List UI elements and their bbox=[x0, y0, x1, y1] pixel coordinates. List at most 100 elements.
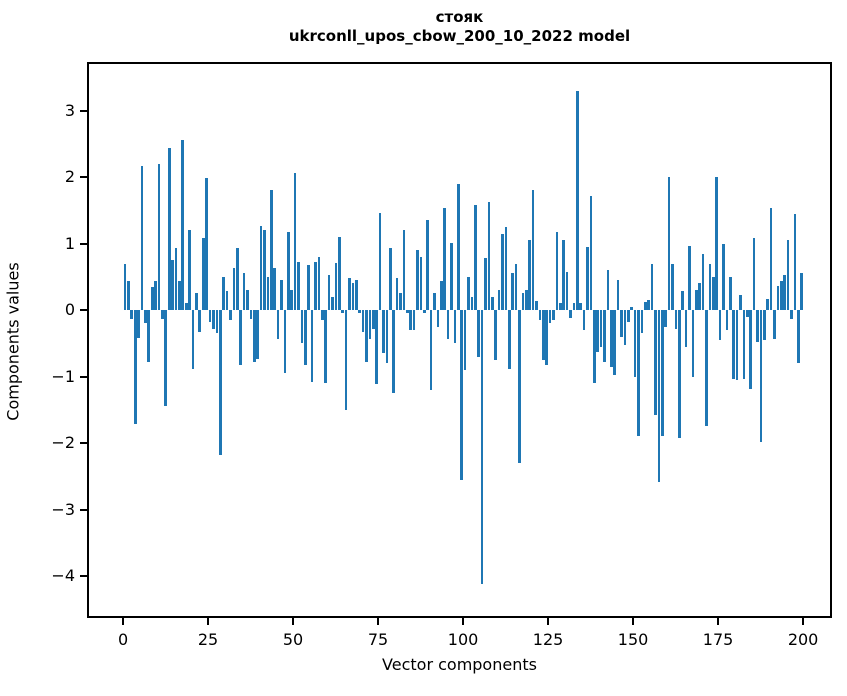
bar bbox=[181, 139, 185, 311]
bar bbox=[752, 238, 756, 311]
y-tick-label: −3 bbox=[51, 499, 75, 519]
bar bbox=[718, 310, 722, 340]
bar bbox=[310, 310, 314, 382]
bar bbox=[208, 310, 212, 323]
bar bbox=[613, 310, 617, 375]
bar bbox=[344, 310, 348, 410]
bar bbox=[419, 256, 423, 311]
bar bbox=[283, 310, 287, 374]
bar bbox=[494, 310, 497, 360]
bar bbox=[667, 177, 671, 311]
bar bbox=[616, 280, 620, 311]
bar bbox=[620, 310, 623, 337]
bar bbox=[633, 310, 637, 377]
bar bbox=[460, 310, 463, 480]
bar bbox=[392, 310, 395, 394]
bar bbox=[759, 310, 763, 442]
bar bbox=[416, 250, 419, 311]
bar bbox=[521, 293, 525, 311]
x-tick-mark bbox=[122, 618, 125, 625]
bar bbox=[711, 276, 715, 311]
bar bbox=[630, 306, 634, 311]
bar bbox=[671, 263, 674, 311]
bar bbox=[786, 240, 790, 311]
bar bbox=[239, 310, 242, 366]
bar bbox=[701, 253, 705, 311]
bar bbox=[130, 310, 134, 319]
bar bbox=[351, 283, 355, 311]
bar bbox=[133, 310, 137, 425]
bar bbox=[212, 310, 215, 329]
bar bbox=[388, 248, 392, 311]
bar bbox=[150, 286, 154, 311]
bar bbox=[327, 274, 331, 311]
bar bbox=[354, 280, 358, 311]
bar bbox=[422, 310, 426, 314]
y-tick-mark bbox=[80, 375, 87, 378]
bar bbox=[337, 236, 341, 311]
bar bbox=[528, 240, 531, 311]
bar bbox=[715, 177, 719, 311]
bar bbox=[728, 276, 732, 311]
bar bbox=[453, 310, 457, 344]
bar bbox=[657, 310, 661, 482]
bar bbox=[164, 310, 168, 407]
bar bbox=[320, 310, 324, 321]
bar bbox=[334, 262, 338, 311]
bar bbox=[541, 310, 545, 360]
bar bbox=[368, 310, 372, 339]
y-tick-label: −4 bbox=[51, 566, 75, 586]
bar bbox=[290, 290, 293, 311]
bar bbox=[443, 208, 446, 311]
bar bbox=[307, 264, 310, 311]
bar bbox=[266, 276, 270, 311]
bar bbox=[191, 310, 195, 369]
bar bbox=[769, 208, 773, 311]
bar bbox=[762, 310, 766, 340]
bar bbox=[643, 302, 647, 311]
bar bbox=[188, 230, 191, 311]
bar bbox=[195, 293, 198, 311]
bar bbox=[684, 310, 688, 347]
x-tick-mark bbox=[207, 618, 210, 625]
bar bbox=[348, 278, 351, 311]
bar bbox=[470, 296, 474, 311]
bar bbox=[477, 310, 480, 357]
bar bbox=[123, 263, 127, 311]
x-tick-label: 150 bbox=[617, 630, 649, 649]
bar bbox=[147, 310, 151, 362]
bar bbox=[205, 178, 208, 311]
bar bbox=[677, 310, 681, 439]
bar bbox=[562, 240, 566, 311]
x-tick-label: 25 bbox=[197, 630, 219, 649]
bar bbox=[640, 310, 644, 333]
bar bbox=[341, 310, 344, 314]
bar bbox=[463, 310, 467, 370]
x-axis-label: Vector components bbox=[382, 655, 537, 674]
bar bbox=[623, 310, 627, 346]
bar bbox=[144, 310, 147, 324]
bar bbox=[256, 310, 259, 360]
bar bbox=[280, 280, 283, 311]
x-tick-mark bbox=[717, 618, 720, 625]
bar bbox=[538, 310, 542, 321]
bar bbox=[480, 310, 484, 585]
bar bbox=[783, 274, 787, 311]
bar bbox=[586, 246, 589, 311]
bar bbox=[161, 310, 164, 319]
bar bbox=[303, 310, 307, 366]
bar bbox=[429, 310, 433, 390]
bar bbox=[178, 280, 181, 311]
bar bbox=[300, 310, 304, 344]
y-tick-mark bbox=[80, 442, 87, 445]
bar bbox=[694, 290, 698, 311]
bar bbox=[409, 310, 412, 330]
bar bbox=[127, 281, 130, 311]
y-tick-label: 3 bbox=[64, 100, 75, 120]
bar bbox=[637, 310, 640, 437]
y-tick-label: −2 bbox=[51, 433, 75, 453]
bar bbox=[140, 165, 144, 311]
y-tick-mark bbox=[80, 176, 87, 179]
bar bbox=[688, 246, 691, 311]
